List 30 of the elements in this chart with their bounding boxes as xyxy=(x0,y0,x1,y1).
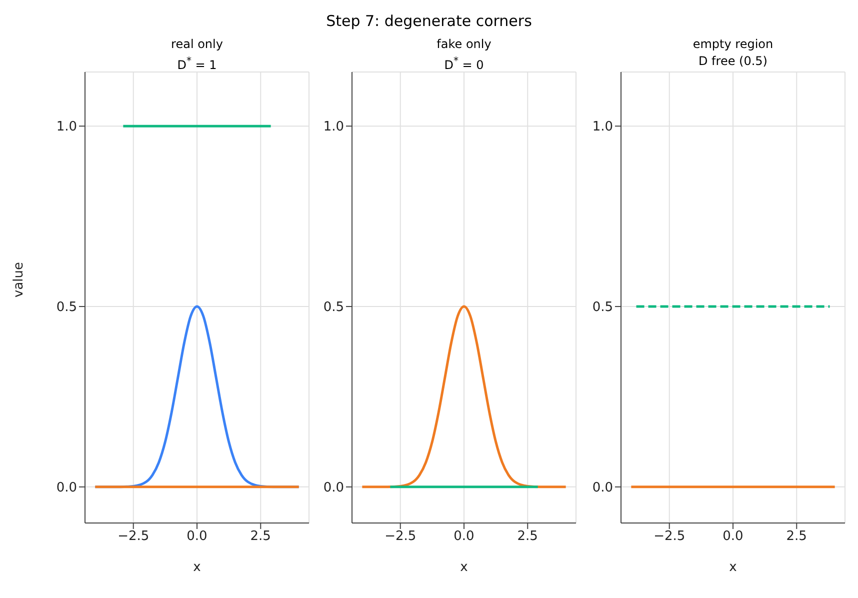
y-tick-label: 0.5 xyxy=(323,300,344,316)
chart-subtitle: D$^{*}$ = 0 xyxy=(443,55,485,74)
x-tick-label: −2.5 xyxy=(654,529,686,544)
x-tick-label: 0.0 xyxy=(454,529,474,544)
y-tick-label: 0.0 xyxy=(56,480,77,496)
y-tick-label: 0.0 xyxy=(592,480,613,496)
y-axis-title: value xyxy=(12,262,27,298)
y-tick-label: 1.0 xyxy=(56,120,77,135)
x-tick-label: −2.5 xyxy=(384,529,416,544)
chart-subtitle: D$^{*}$ = 1 xyxy=(176,55,218,74)
y-tick-label: 0.5 xyxy=(56,300,77,316)
line-series xyxy=(360,305,568,488)
x-tick-label: −2.5 xyxy=(118,529,150,544)
x-axis-title: x xyxy=(729,560,738,575)
y-tick-label: 0.5 xyxy=(592,300,613,316)
x-tick-label: 2.5 xyxy=(517,529,538,544)
x-tick-label: 0.0 xyxy=(186,529,208,544)
chart-subtitle: D free (0.5) xyxy=(698,53,768,70)
x-axis-title: x xyxy=(193,560,202,575)
x-tick-label: 0.0 xyxy=(722,529,744,544)
y-tick-label: 1.0 xyxy=(592,120,613,135)
text: Step 7: degenerate corners xyxy=(325,12,533,30)
x-axis-title: x xyxy=(460,560,468,575)
y-tick-label: 0.0 xyxy=(323,480,344,496)
y-tick-label: 1.0 xyxy=(323,120,344,135)
chart-title: real only xyxy=(170,36,224,53)
x-tick-label: 2.5 xyxy=(786,529,807,544)
chart-title: empty region xyxy=(692,36,774,53)
x-tick-label: 2.5 xyxy=(250,529,271,544)
chart-title: fake only xyxy=(436,36,492,53)
